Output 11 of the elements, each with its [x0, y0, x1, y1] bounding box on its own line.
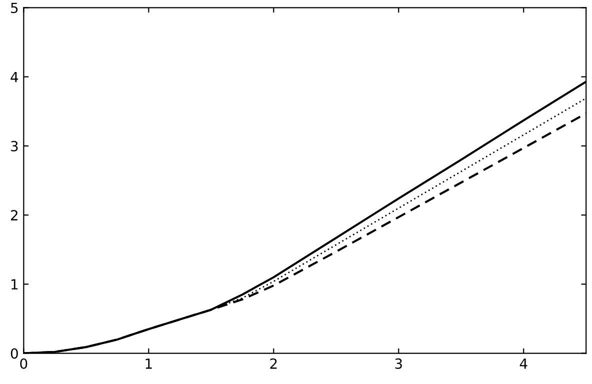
y-tick-label: 1 [12, 279, 18, 290]
x-tick-label: 2 [270, 358, 277, 369]
x-tick-label: 1 [146, 358, 152, 369]
y-tick-label: 4 [10, 72, 18, 82]
y-tick-label: 2 [11, 210, 18, 220]
y-tick-label: 3 [11, 140, 18, 152]
y-tick-label: 0 [10, 348, 18, 359]
x-tick-label: 0 [20, 358, 28, 369]
x-tick-label: 3 [395, 358, 402, 369]
y-tick-label: 5 [11, 2, 18, 14]
x-tick-label: 4 [520, 358, 528, 369]
